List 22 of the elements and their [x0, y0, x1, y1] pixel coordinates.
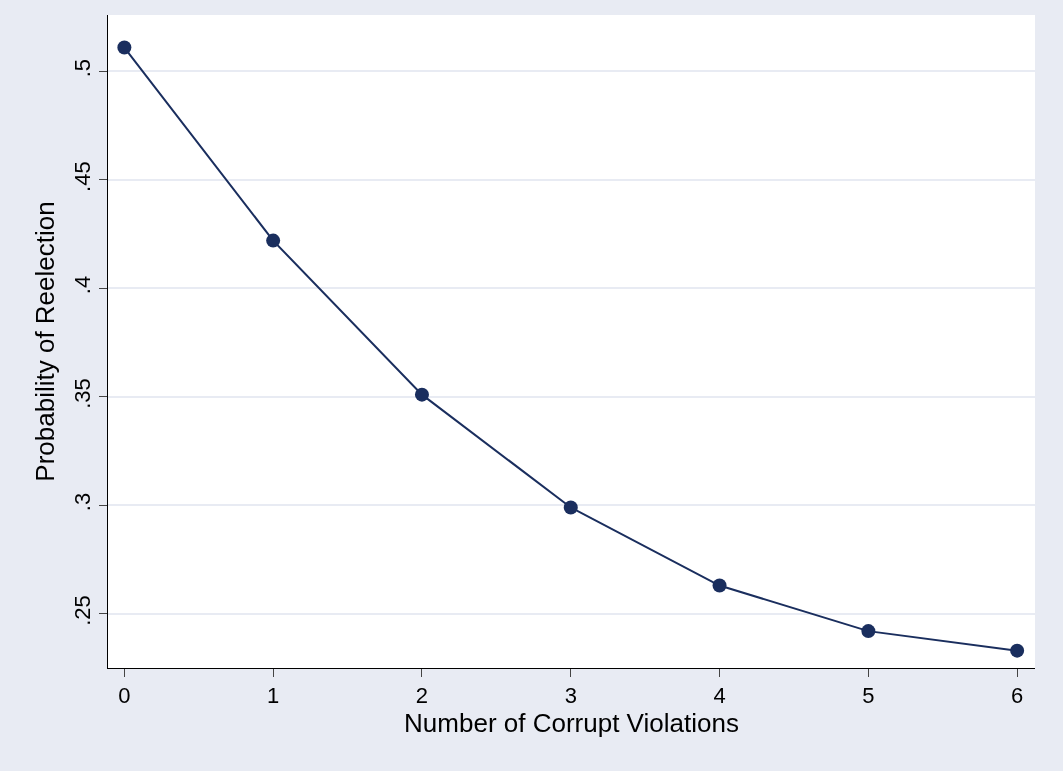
- x-tick-label: 2: [415, 683, 429, 709]
- y-axis-title: Probability of Reelection: [29, 201, 60, 482]
- x-axis-title: Number of Corrupt Violations: [404, 708, 739, 739]
- x-tick-label: 0: [118, 683, 131, 709]
- point: [861, 624, 876, 639]
- point: [117, 40, 132, 55]
- y-tick-label: .45: [70, 161, 96, 192]
- y-tick-label: .5: [70, 58, 96, 78]
- y-tick-label: .3: [70, 492, 96, 512]
- y-tick-label: .35: [70, 378, 96, 409]
- point: [563, 500, 578, 515]
- point: [414, 387, 429, 402]
- x-tick-label: 4: [713, 683, 726, 709]
- x-tick-label: 5: [862, 683, 875, 709]
- point: [1010, 643, 1025, 658]
- y-tick-label: .4: [70, 275, 96, 295]
- x-tick-label: 3: [564, 683, 577, 709]
- y-tick-label: .25: [70, 595, 96, 626]
- point: [266, 233, 281, 248]
- point: [712, 578, 727, 593]
- x-tick-label: 6: [1011, 683, 1024, 709]
- x-tick-label: 1: [267, 683, 280, 709]
